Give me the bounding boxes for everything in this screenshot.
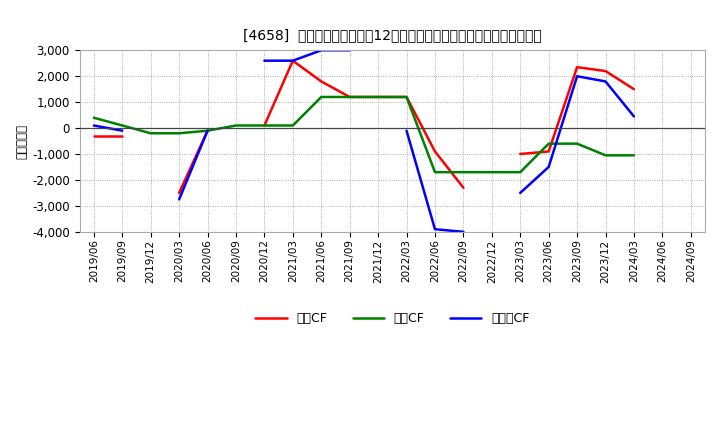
投資CF: [629, 153, 638, 158]
投資CF: [118, 123, 127, 128]
投資CF: [346, 94, 354, 99]
投資CF: [601, 153, 610, 158]
投資CF: [260, 123, 269, 128]
Line: 投資CF: 投資CF: [94, 97, 634, 172]
投資CF: [317, 94, 325, 99]
営業CF: [118, 133, 127, 139]
フリーCF: [118, 128, 127, 133]
Line: フリーCF: フリーCF: [94, 125, 122, 131]
投資CF: [487, 169, 496, 175]
営業CF: [89, 133, 98, 139]
投資CF: [544, 141, 553, 146]
投資CF: [459, 169, 468, 175]
投資CF: [402, 94, 411, 99]
Y-axis label: （百万円）: （百万円）: [15, 124, 28, 158]
投資CF: [431, 169, 439, 175]
投資CF: [289, 123, 297, 128]
投資CF: [203, 128, 212, 133]
投資CF: [146, 131, 155, 136]
投資CF: [175, 131, 184, 136]
投資CF: [573, 141, 582, 146]
投資CF: [89, 115, 98, 121]
投資CF: [516, 169, 525, 175]
Title: [4658]  キャッシュフローの12か月移動合計の対前年同期増減額の推移: [4658] キャッシュフローの12か月移動合計の対前年同期増減額の推移: [243, 28, 541, 42]
フリーCF: [89, 123, 98, 128]
投資CF: [374, 94, 382, 99]
Legend: 営業CF, 投資CF, フリーCF: 営業CF, 投資CF, フリーCF: [251, 307, 534, 330]
投資CF: [232, 123, 240, 128]
